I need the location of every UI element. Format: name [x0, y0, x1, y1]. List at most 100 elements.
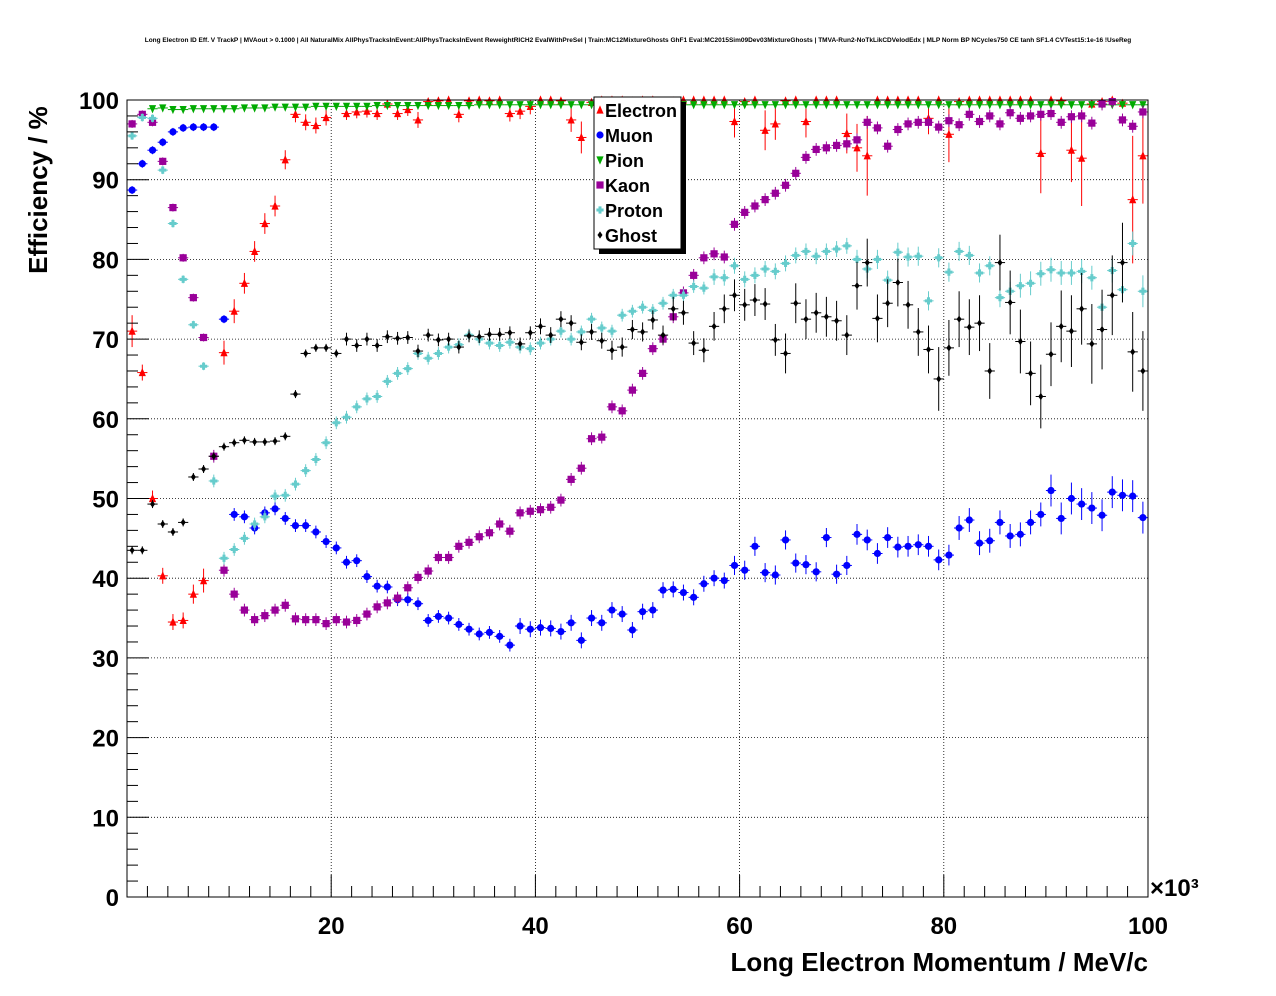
point-marker [262, 438, 268, 446]
data-point [892, 258, 903, 307]
data-point [484, 327, 495, 341]
point-marker [240, 513, 249, 521]
point-marker [649, 345, 657, 353]
data-point [790, 283, 801, 324]
data-point [157, 567, 168, 584]
point-marker [884, 142, 892, 150]
data-point [800, 151, 812, 164]
data-point [708, 570, 720, 587]
data-point [954, 118, 965, 132]
point-marker [802, 247, 810, 256]
point-marker [577, 636, 585, 644]
legend-label: Electron [605, 101, 677, 121]
data-point [372, 600, 383, 614]
point-marker [159, 104, 167, 113]
point-marker [781, 536, 790, 544]
point-marker [700, 101, 708, 110]
point-marker [843, 128, 851, 138]
data-point [320, 102, 332, 111]
data-point [1076, 488, 1087, 521]
point-marker [527, 329, 533, 337]
point-marker [230, 306, 238, 315]
data-point [1005, 106, 1016, 120]
point-marker [761, 569, 769, 577]
point-marker [323, 344, 329, 352]
point-marker [261, 612, 269, 620]
data-point [637, 366, 648, 380]
data-point [770, 186, 781, 200]
data-point [198, 362, 209, 371]
data-point [923, 535, 934, 557]
data-point [974, 263, 985, 283]
data-point [188, 472, 199, 481]
data-point [300, 103, 311, 112]
data-point [719, 572, 730, 589]
point-marker [435, 336, 441, 344]
point-marker [924, 542, 933, 550]
data-point [259, 104, 270, 113]
data-point [290, 477, 301, 491]
data-point [923, 101, 934, 110]
point-marker [302, 103, 310, 112]
data-point [566, 107, 577, 132]
point-marker [485, 529, 494, 537]
data-point [218, 315, 230, 324]
point-marker [374, 341, 380, 350]
point-marker [577, 132, 585, 142]
data-point [351, 102, 362, 111]
data-point [351, 400, 362, 414]
data-point [1127, 312, 1138, 392]
point-marker [138, 160, 146, 168]
data-point [504, 524, 515, 538]
data-point [484, 626, 495, 639]
point-marker [445, 101, 453, 111]
data-point [290, 519, 301, 532]
data-point [770, 323, 781, 356]
point-marker [189, 294, 197, 302]
point-marker [1139, 108, 1147, 116]
data-point [576, 632, 587, 649]
point-marker [395, 334, 401, 342]
data-point [372, 390, 383, 403]
point-marker [160, 520, 166, 528]
point-marker [609, 346, 615, 354]
y-tick-label: 50 [92, 487, 119, 514]
point-marker [894, 543, 902, 551]
data-point [290, 390, 301, 399]
legend-label: Pion [605, 151, 644, 171]
data-point [841, 237, 852, 254]
point-marker [424, 101, 432, 111]
point-marker [221, 443, 227, 451]
data-point [1056, 115, 1067, 129]
point-marker [834, 317, 840, 325]
y-tick-label: 20 [92, 726, 119, 753]
point-marker [965, 251, 973, 260]
point-marker [853, 136, 861, 144]
data-point [923, 115, 934, 129]
data-point [831, 101, 842, 110]
data-point [739, 206, 750, 219]
data-point [1117, 113, 1128, 127]
data-point [943, 319, 955, 376]
point-marker [639, 369, 647, 377]
data-point [1096, 289, 1108, 370]
point-marker [873, 255, 882, 263]
data-point [137, 113, 148, 122]
point-marker [506, 108, 514, 118]
point-marker [1108, 97, 1116, 106]
point-marker [914, 118, 922, 126]
data-point [780, 178, 791, 192]
point-marker [455, 109, 463, 118]
data-point [964, 299, 975, 356]
data-point [280, 488, 291, 502]
data-point [310, 525, 321, 539]
point-marker [1037, 270, 1045, 278]
data-point [1096, 499, 1108, 532]
data-point [974, 531, 985, 556]
data-point [872, 121, 883, 135]
data-point [943, 101, 955, 110]
data-point [678, 300, 689, 325]
point-marker [577, 328, 585, 336]
data-point [239, 272, 250, 294]
data-point [606, 324, 618, 338]
